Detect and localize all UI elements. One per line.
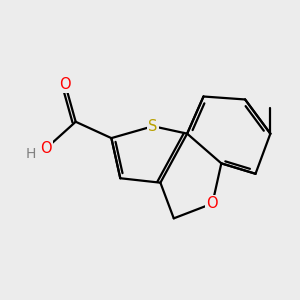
Text: O: O xyxy=(59,77,71,92)
Text: O: O xyxy=(207,196,218,211)
Text: H: H xyxy=(25,147,36,161)
Text: S: S xyxy=(148,119,158,134)
Text: O: O xyxy=(40,141,52,156)
